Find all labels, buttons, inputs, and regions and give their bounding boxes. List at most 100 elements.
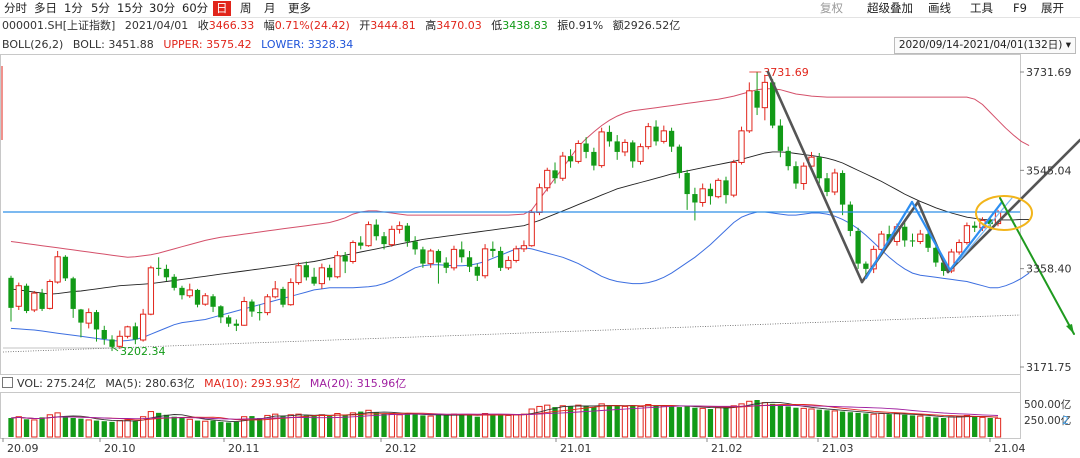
period-tab-1min[interactable]: 1分 [64, 1, 83, 15]
tools-button[interactable]: 工具 [970, 1, 993, 15]
volume-bar [979, 416, 986, 438]
candle-body [715, 179, 722, 198]
volume-bar [326, 416, 333, 437]
volume-bar [381, 413, 387, 437]
volume-bar [746, 400, 753, 438]
volume-bar [194, 420, 201, 437]
volume-toggle-icon[interactable] [2, 377, 13, 388]
boll-upper: UPPER: 3575.42 [163, 38, 252, 51]
candle-body [93, 312, 100, 330]
vol-ma5: MA(5): 280.63亿 [105, 377, 195, 390]
volume-bar [116, 420, 123, 438]
candle-body [171, 276, 177, 288]
dropdown-icon: ▾ [1065, 39, 1071, 51]
volume-bar [567, 406, 574, 437]
volume-bar [280, 416, 286, 437]
volume-bar [85, 419, 92, 438]
volume-bar [46, 414, 54, 438]
low-label: 低 [491, 19, 503, 32]
period-tab-60min[interactable]: 60分 [182, 1, 209, 15]
candle-body [979, 219, 986, 229]
volume-bar [963, 414, 971, 438]
volume-bar [490, 414, 496, 437]
volume-bar [404, 413, 410, 437]
volume-bar [955, 415, 963, 438]
period-tab-15min[interactable]: 15分 [117, 1, 144, 15]
volume-bar [39, 417, 45, 437]
volume-bar [699, 407, 706, 438]
change-value: 0.71%(24.42) [274, 19, 350, 32]
candle-body [54, 256, 61, 283]
period-tab-5min[interactable]: 5分 [91, 1, 110, 15]
f9-button[interactable]: F9 [1013, 1, 1027, 15]
volume-bar [777, 405, 784, 437]
volume-bar [318, 414, 326, 438]
period-tab-30min[interactable]: 30分 [149, 1, 176, 15]
expand-button[interactable]: 展开 [1041, 1, 1064, 15]
volume-bar [435, 414, 442, 437]
volume-bar [257, 418, 263, 437]
volume-bar [715, 407, 722, 438]
period-tab-week[interactable]: 周 [240, 1, 252, 15]
candle-body [863, 263, 869, 269]
candle-body [824, 178, 830, 192]
candle-body [116, 335, 123, 347]
low-pointer [111, 346, 119, 352]
overlay-button[interactable]: 超级叠加 [867, 1, 913, 15]
dotted-trendline [2, 314, 1021, 353]
candle-body [668, 130, 675, 147]
candle-body [474, 266, 480, 276]
boll-name: BOLL(26,2) [2, 38, 64, 51]
amount-value: 2926.52亿 [623, 19, 681, 32]
period-tab-multiday[interactable]: 多日 [34, 1, 57, 15]
boll-legend: BOLL(26,2) BOLL: 3451.88 UPPER: 3575.42 … [2, 37, 359, 52]
x-tick-label: 20.09 [7, 442, 39, 455]
candle-body [311, 276, 317, 284]
volume-bar [481, 413, 489, 438]
y-tick-label: 3731.69 [1026, 66, 1072, 79]
period-tab-month[interactable]: 月 [264, 1, 276, 15]
candle-body [210, 296, 216, 307]
volume-bar [342, 414, 348, 437]
volume-bar [249, 416, 255, 437]
volume-bar [186, 418, 193, 438]
trend-line-down [766, 70, 864, 284]
volume-bar [459, 414, 465, 437]
volume-bar [443, 415, 449, 437]
candle-body [287, 282, 294, 306]
wave-parallel [957, 197, 1013, 263]
volume-bar [707, 409, 714, 437]
draw-line-button[interactable]: 画线 [928, 1, 951, 15]
change-label: 幅 [263, 19, 275, 32]
candle-body [365, 224, 372, 247]
candle-body [707, 188, 714, 197]
period-tab-more[interactable]: 更多 [288, 1, 311, 15]
volume-bar [940, 418, 947, 437]
volume-bar [295, 413, 302, 438]
period-tab-day[interactable]: 日 [213, 1, 231, 16]
volume-bar [513, 414, 520, 438]
candle-body [295, 265, 302, 284]
volume-bar [78, 418, 84, 437]
volume-bar [287, 414, 294, 438]
volume-bar [466, 415, 473, 437]
candle-body [972, 225, 978, 228]
boll-upper-line [10, 88, 1030, 258]
volume-bar [544, 404, 551, 438]
candle-body [987, 220, 993, 225]
candle-body [847, 204, 853, 231]
candle-body [194, 289, 201, 305]
candle-body [249, 301, 255, 312]
volume-bar [505, 414, 512, 438]
amount-label: 额 [612, 19, 624, 32]
candle-body [156, 267, 162, 269]
date-range-selector[interactable]: 2020/09/14-2021/04/01(132日) ▾ [893, 37, 1076, 54]
fuquan-button[interactable]: 复权 [820, 1, 843, 15]
x-tick-label: 21.03 [822, 442, 854, 455]
candle-body [917, 233, 924, 242]
volume-bar [54, 412, 61, 438]
candle-body [179, 287, 185, 296]
candle-body [552, 170, 558, 179]
candle-body [202, 295, 209, 305]
period-tab-fenshi[interactable]: 分时 [4, 1, 27, 15]
